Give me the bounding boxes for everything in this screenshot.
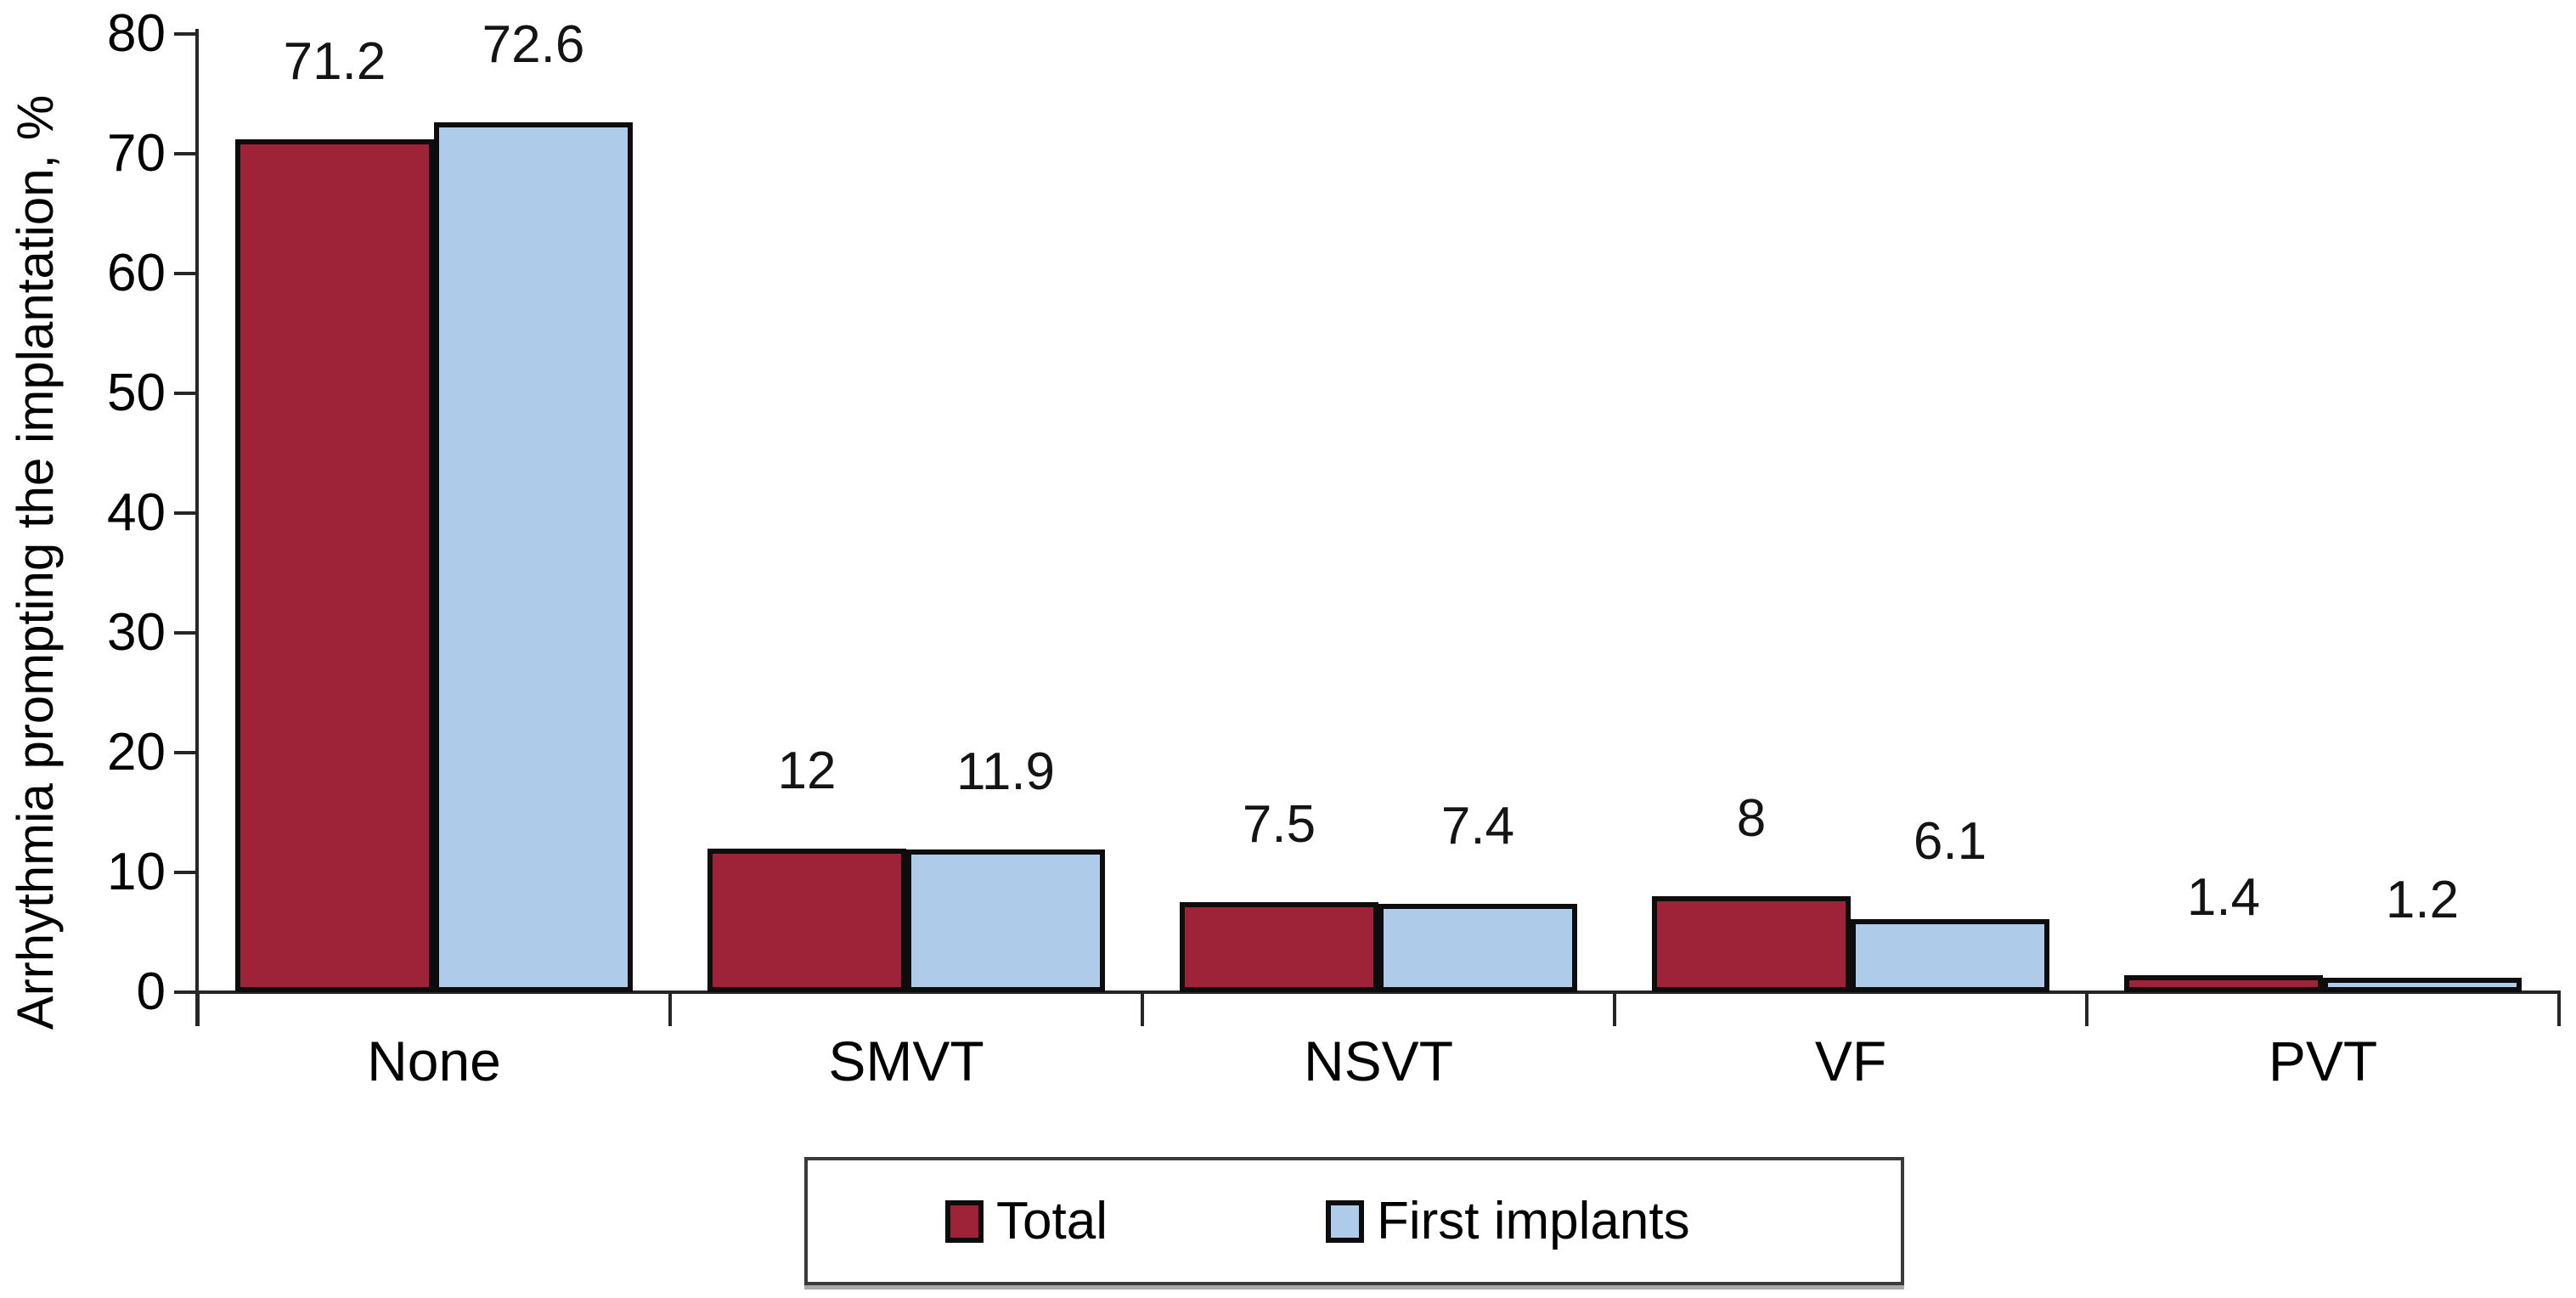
data-label: 1.2 [2385,871,2460,930]
x-axis-line [177,990,2561,994]
y-axis-tick [174,152,196,155]
legend-item-first-implants: First implants [1326,1191,1690,1250]
bar-first-implants-smvt [906,849,1105,992]
y-axis-tick-label: 80 [107,4,166,63]
x-axis-tick [1613,992,1616,1026]
legend-item-total: Total [945,1191,1108,1250]
bar-first-implants-nsvt [1378,903,1577,992]
y-axis-tick-label: 0 [136,962,166,1021]
legend-swatch-first-implants [1326,1199,1364,1243]
bar-total-pvt [2124,975,2323,992]
bar-first-implants-vf [1851,918,2049,992]
y-axis-tick [174,871,196,874]
x-axis-tick [196,992,200,1026]
bar-first-implants-pvt [2323,978,2522,992]
x-axis-category-label: VF [1814,1030,1887,1092]
data-label: 12 [777,741,837,800]
y-axis-tick [174,32,196,36]
y-axis-line [195,29,199,1026]
data-label: 72.6 [482,15,585,75]
x-axis-category-label: NSVT [1303,1030,1454,1092]
bar-total-smvt [707,848,906,992]
y-axis-tick-label: 50 [107,364,166,422]
y-axis-tick-label: 60 [107,244,166,302]
x-axis-category-label: PVT [2268,1030,2378,1092]
legend: Total First implants [804,1157,1904,1285]
data-label: 7.5 [1242,795,1316,855]
bar-total-none [235,139,434,992]
y-axis-tick [174,511,196,515]
y-axis-tick [174,272,196,275]
x-axis-tick [2085,992,2088,1026]
y-axis-tick [174,392,196,395]
x-axis-category-label: SMVT [828,1030,984,1092]
y-axis-tick-label: 40 [107,483,166,542]
y-axis-tick-label: 30 [107,603,166,662]
bar-total-nsvt [1180,902,1378,992]
bar-total-vf [1652,896,1851,992]
x-axis-category-label: None [367,1030,501,1092]
legend-label-first-implants: First implants [1377,1191,1690,1250]
y-axis-tick [174,990,196,994]
data-label: 7.4 [1440,796,1515,855]
bar-first-implants-none [434,122,633,992]
x-axis-tick [1141,992,1144,1026]
y-axis-tick-label: 10 [107,843,166,901]
legend-label-total: Total [996,1191,1108,1250]
y-axis-tick [174,631,196,635]
y-axis-tick-label: 70 [107,124,166,183]
data-label: 1.4 [2186,868,2261,928]
legend-swatch-total [945,1199,984,1243]
y-axis-tick-label: 20 [107,723,166,782]
data-label: 11.9 [955,742,1056,802]
data-label: 71.2 [283,32,386,92]
data-label: 6.1 [1913,811,1987,871]
x-axis-tick [668,992,672,1026]
x-axis-tick [2557,992,2561,1026]
data-label: 8 [1736,789,1767,849]
y-axis-tick [174,751,196,754]
